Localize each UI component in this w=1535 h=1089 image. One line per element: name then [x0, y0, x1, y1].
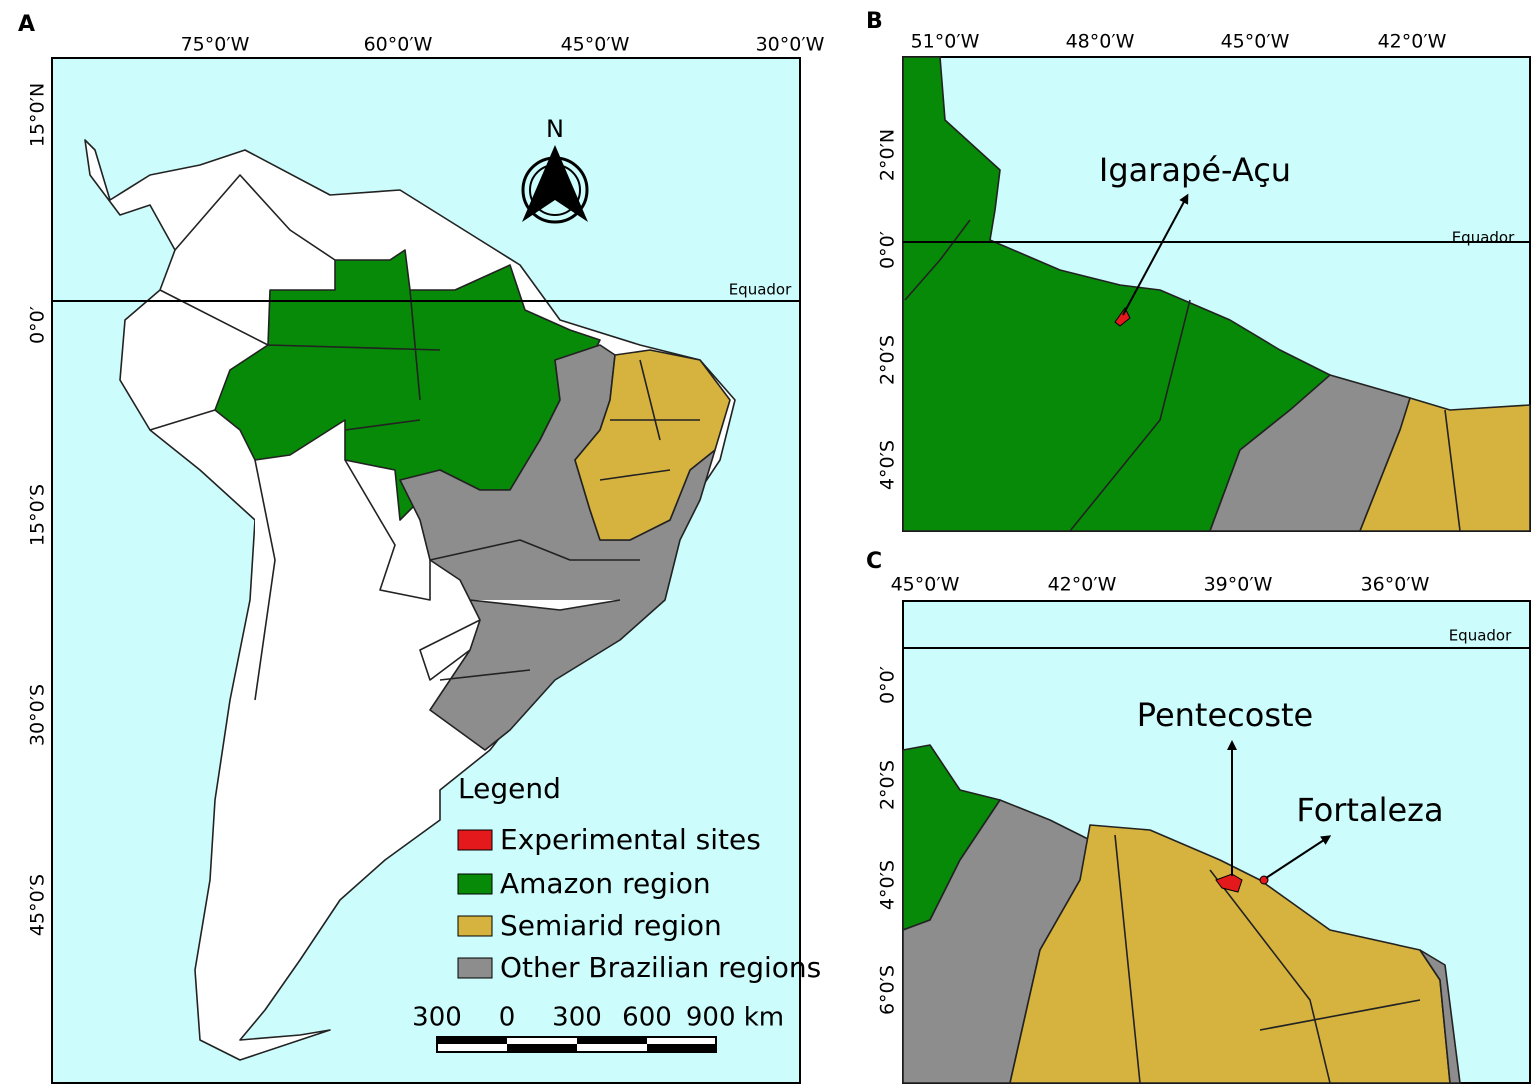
lat-label: 4°0′S: [877, 440, 899, 490]
amazon-region: [902, 56, 1331, 532]
annotation-arrow: [1122, 193, 1189, 316]
lon-label: 75°0′W: [181, 34, 250, 56]
legend-swatch: [457, 829, 493, 851]
lat-label: 2°0′S: [877, 335, 899, 385]
lat-label: 0°0′: [877, 231, 899, 269]
lon-label: 42°0′W: [1048, 574, 1117, 596]
lon-label: 42°0′W: [1378, 31, 1447, 53]
lat-label: 2°0′N: [877, 129, 899, 181]
scale-label: 0: [499, 1003, 516, 1033]
legend-swatch: [457, 915, 493, 937]
legend: Legend Experimental sites Amazon region …: [457, 772, 821, 984]
lon-label: 51°0′W: [911, 31, 980, 53]
legend-item: Amazon region: [500, 867, 711, 900]
equator-label: Equador: [1449, 627, 1512, 645]
panel-a: A Equador 75°0′W 60°0′W 45°0′W 30°0′W 15…: [18, 12, 825, 1084]
site-label: Igarapé-Açu: [1099, 151, 1291, 189]
legend-item: Experimental sites: [500, 823, 761, 856]
lat-label: 0°0′: [877, 666, 899, 704]
lat-label: 15°0′S: [27, 484, 49, 546]
lon-label: 45°0′W: [891, 574, 960, 596]
scale-label: 900 km: [686, 1003, 784, 1033]
site-label: Pentecoste: [1137, 696, 1313, 734]
experimental-site: [1114, 307, 1131, 327]
legend-title: Legend: [458, 772, 561, 805]
lat-label: 2°0′S: [877, 760, 899, 810]
other-regions: [399, 344, 716, 751]
semiarid-region: [574, 349, 731, 541]
country-border: [149, 174, 481, 701]
lon-label: 60°0′W: [364, 34, 433, 56]
legend-item: Semiarid region: [500, 909, 722, 942]
other-regions: [1419, 949, 1461, 1084]
legend-item: Other Brazilian regions: [500, 951, 821, 984]
lat-label: 45°0′S: [27, 874, 49, 936]
scale-label: 300: [412, 1003, 462, 1033]
site-label: Fortaleza: [1296, 791, 1443, 829]
annotation-arrow: [1265, 835, 1332, 879]
lat-label: 30°0′S: [27, 684, 49, 746]
panel-label: B: [866, 9, 883, 34]
equator-label: Equador: [1452, 229, 1515, 247]
lon-label: 36°0′W: [1361, 574, 1430, 596]
experimental-site: [1215, 873, 1243, 893]
lon-label: 30°0′W: [756, 34, 825, 56]
lat-label: 15°0′N: [27, 83, 49, 147]
scale-bar: 300 0 300 600 900 km: [412, 1003, 784, 1053]
north-arrow: N: [521, 115, 589, 224]
legend-swatch: [457, 957, 493, 979]
scale-label: 300: [552, 1003, 602, 1033]
lat-label: 6°0′S: [877, 965, 899, 1015]
lat-label: 4°0′S: [877, 860, 899, 910]
panel-label: A: [18, 12, 35, 37]
lat-label: 0°0′: [27, 306, 49, 344]
lon-label: 48°0′W: [1066, 31, 1135, 53]
panel-c: C Equador Pentecoste Fortaleza 45°0′W 42…: [866, 549, 1531, 1084]
lon-label: 45°0′W: [1221, 31, 1290, 53]
panel-label: C: [866, 549, 882, 574]
semiarid-region: [1359, 397, 1531, 532]
legend-swatch: [457, 873, 493, 895]
panel-b: B Equador Igarapé-Açu 51°0′W 48°0′W 45°0…: [866, 9, 1531, 532]
lon-label: 39°0′W: [1204, 574, 1273, 596]
north-label: N: [546, 115, 564, 143]
scale-label: 600: [622, 1003, 672, 1033]
equator-label: Equador: [729, 281, 792, 299]
lon-label: 45°0′W: [561, 34, 630, 56]
